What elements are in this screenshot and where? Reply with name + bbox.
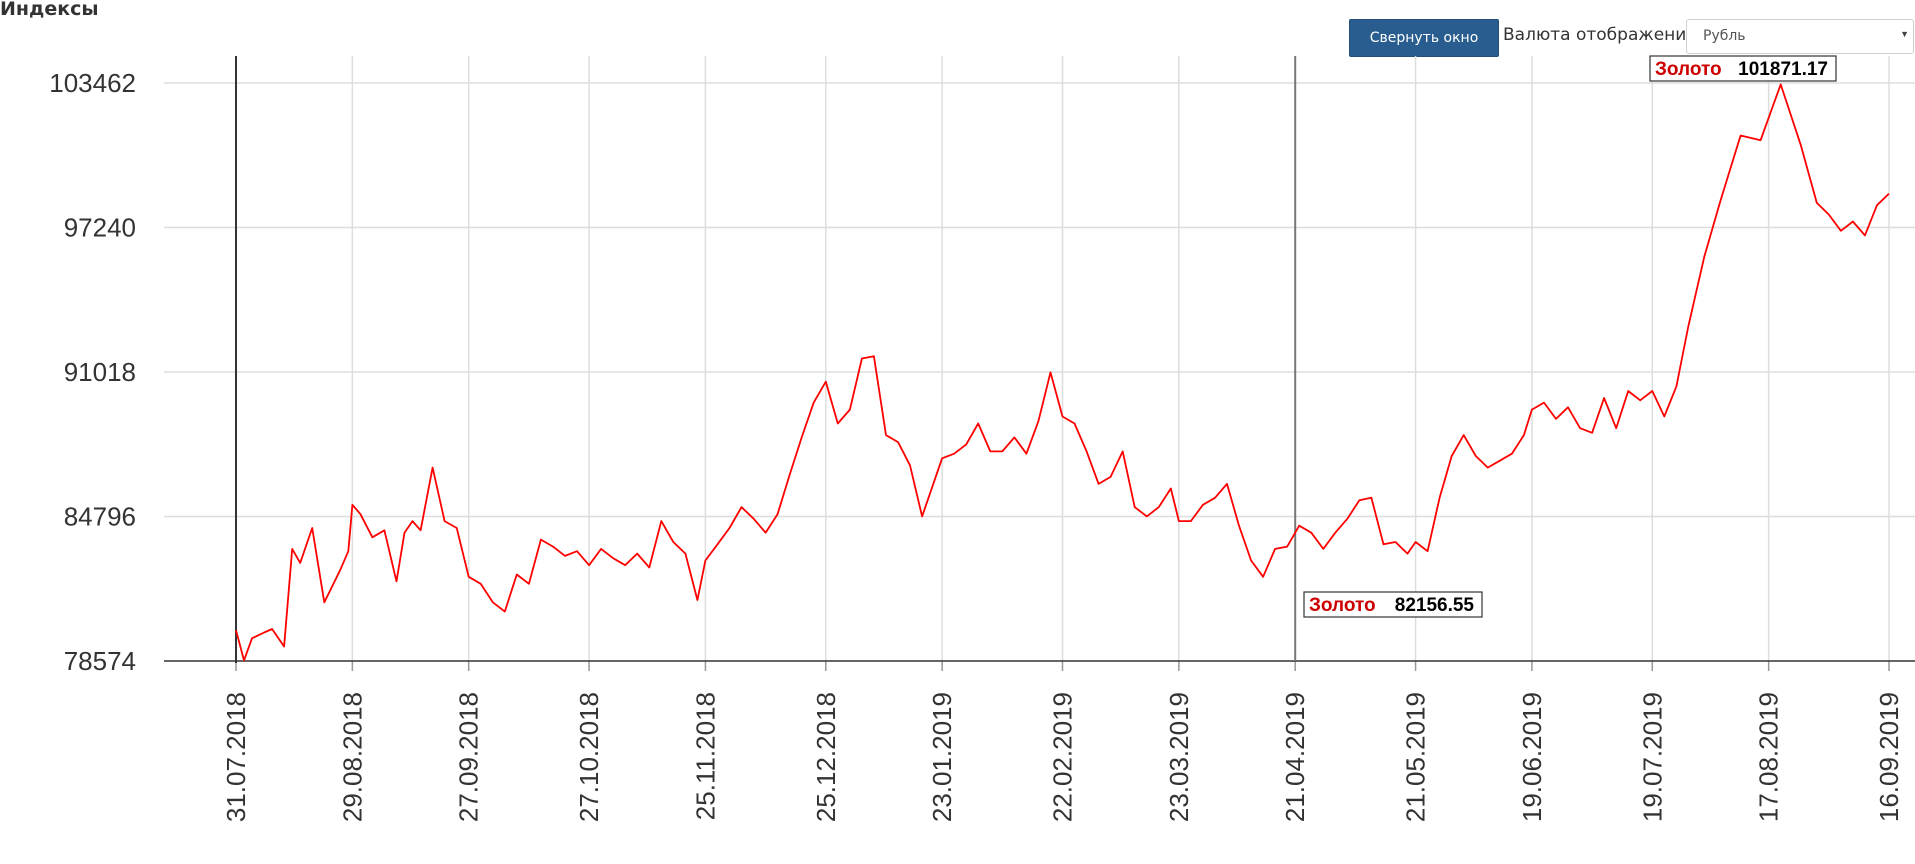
currency-label: Валюта отображения [1503, 25, 1697, 45]
x-tick-label: 22.02.2019 [1048, 692, 1078, 822]
tooltip-value: 101871.17 [1738, 59, 1828, 80]
x-tick-label: 21.05.2019 [1401, 692, 1431, 822]
currency-select[interactable]: Рубль ▼ [1686, 19, 1914, 54]
tooltip-series-name: Золото [1309, 595, 1376, 616]
x-tick-label: 27.10.2018 [574, 692, 604, 822]
y-tick-label: 78574 [64, 646, 136, 676]
currency-select-value: Рубль [1703, 28, 1746, 44]
y-tick-label: 97240 [64, 213, 136, 243]
x-tick-label: 17.08.2019 [1754, 692, 1784, 822]
y-tick-label: 91018 [64, 357, 136, 387]
series-line-0 [235, 83, 1890, 662]
page-title: Индексы [0, 0, 99, 20]
x-tick-label: 25.11.2018 [690, 692, 720, 820]
x-tick-label: 31.07.2018 [221, 692, 251, 822]
collapse-window-button[interactable]: Свернуть окно [1349, 19, 1499, 57]
x-tick-label: 29.08.2018 [337, 692, 367, 822]
x-tick-label: 16.09.2019 [1874, 692, 1904, 822]
y-tick-label: 103462 [49, 68, 136, 98]
x-tick-label: 21.04.2019 [1280, 692, 1310, 822]
tooltip-box [1649, 55, 1837, 82]
x-tick-label: 23.01.2019 [927, 692, 957, 822]
x-tick-label: 27.09.2018 [454, 692, 484, 822]
tooltip-box [1303, 591, 1483, 618]
y-tick-label: 84796 [64, 502, 136, 532]
x-tick-label: 19.07.2019 [1637, 692, 1667, 822]
tooltip-series-name: Золото [1655, 59, 1722, 80]
chevron-down-icon: ▼ [1900, 29, 1909, 39]
x-tick-label: 19.06.2019 [1517, 692, 1547, 822]
tooltip-value: 82156.55 [1395, 595, 1475, 616]
x-tick-label: 23.03.2019 [1164, 692, 1194, 822]
x-tick-label: 25.12.2018 [811, 692, 841, 822]
